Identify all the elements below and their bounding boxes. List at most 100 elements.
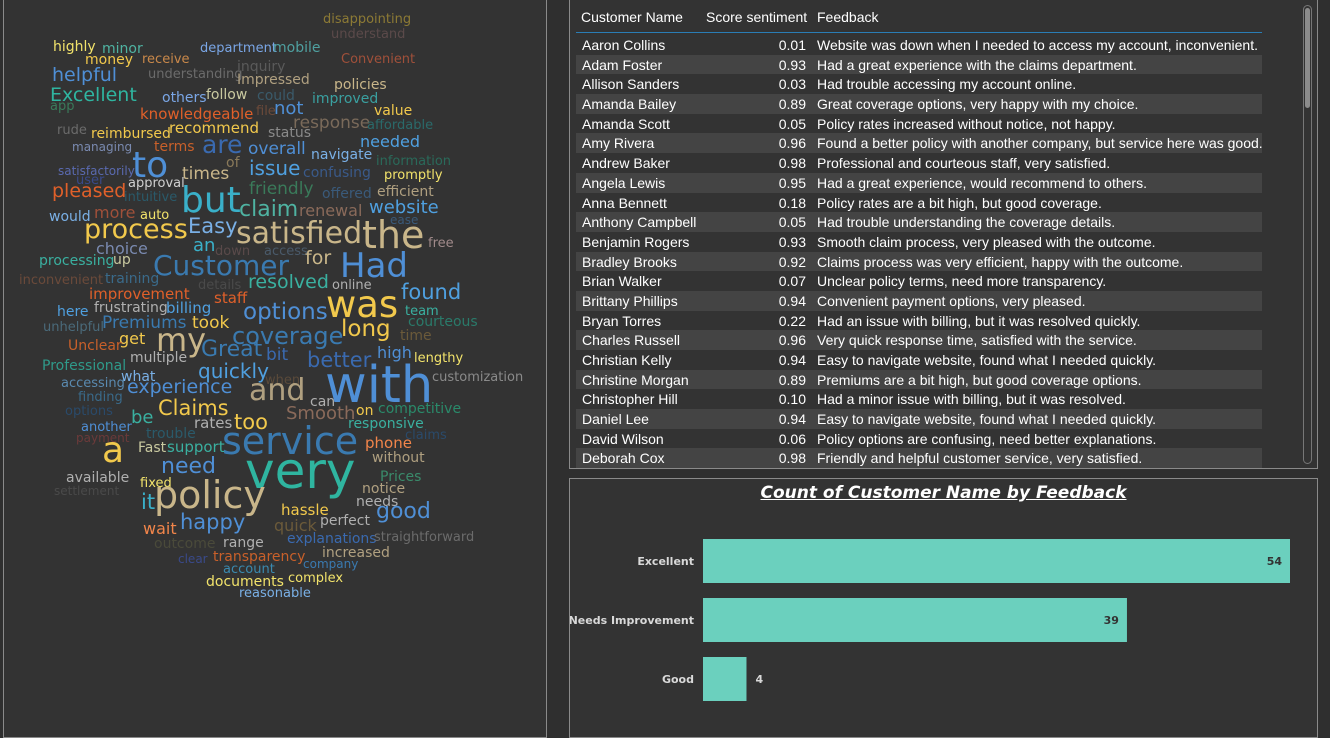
customer-name-cell: Bryan Torres	[582, 312, 662, 329]
word-cloud-word: with	[325, 356, 434, 415]
word-cloud-word: up	[113, 252, 131, 268]
word-cloud-word: not	[274, 98, 304, 119]
bar-needs-improvement[interactable]	[703, 598, 1127, 642]
table-row[interactable]: Adam Foster 0.93 Had a great experience wi…	[576, 54, 1262, 75]
word-cloud-word: on	[356, 403, 374, 419]
word-cloud-word: Great	[201, 337, 263, 362]
score-sentiment-cell: 0.10	[778, 391, 806, 408]
word-cloud-word: resolved	[248, 271, 329, 293]
customer-name-cell: Daniel Lee	[582, 411, 649, 428]
table-row[interactable]: Amanda Scott 0.05 Policy rates increased w…	[576, 114, 1262, 134]
word-cloud-word: without	[372, 450, 425, 466]
feedback-cell: Had trouble accessing my account online.	[817, 76, 1077, 93]
word-cloud-word: auto	[140, 208, 170, 223]
score-sentiment-cell: 0.89	[778, 371, 806, 388]
feedback-cell: Very quick response time, satisfied with…	[817, 332, 1137, 349]
word-cloud-word: ease	[390, 213, 419, 227]
word-cloud-word: Had	[340, 246, 408, 286]
score-sentiment-cell: 0.96	[778, 135, 806, 152]
word-cloud-word: Impressed	[237, 72, 310, 88]
word-cloud-word: claims	[405, 428, 447, 443]
word-cloud-word: available	[66, 470, 130, 486]
word-cloud-word: Easy	[188, 214, 238, 238]
table-row[interactable]: Amanda Bailey 0.89 Great coverage options,…	[576, 94, 1262, 114]
table-row[interactable]: Andrew Baker 0.98 Professional and courteo…	[576, 153, 1262, 173]
feedback-cell: Premiums are a bit high, but good covera…	[817, 371, 1142, 388]
table-row[interactable]: Brian Walker 0.07 Unclear policy terms, ne…	[576, 271, 1262, 291]
word-cloud-word: here	[57, 304, 89, 320]
column-header-feedback[interactable]: Feedback	[817, 9, 879, 25]
customer-feedback-table[interactable]: Customer Name Score sentiment Feedback A…	[569, 0, 1318, 469]
word-cloud-word: details	[198, 278, 242, 293]
bar-excellent[interactable]	[703, 539, 1290, 583]
header-divider	[576, 32, 1262, 33]
feedback-cell: Had trouble understanding the coverage d…	[817, 214, 1116, 231]
table-scrollbar[interactable]	[1303, 5, 1312, 464]
word-cloud-word: phone	[365, 434, 412, 452]
feedback-cell: Claims process was very efficient, happy…	[817, 253, 1184, 270]
word-cloud-word: too	[234, 410, 268, 434]
customer-name-cell: Charles Russell	[582, 332, 681, 349]
word-cloud-word: options	[243, 299, 328, 325]
word-cloud-word: rude	[57, 123, 87, 138]
customer-name-cell: Deborah Cox	[582, 450, 665, 467]
word-cloud-word: payment	[76, 431, 130, 445]
table-row[interactable]: Christine Morgan 0.89 Premiums are a bit h…	[576, 369, 1262, 390]
feedback-cell: Smooth claim process, very pleased with …	[817, 233, 1156, 250]
word-cloud-word: minor	[102, 41, 143, 57]
column-header-customer-name[interactable]: Customer Name	[581, 9, 683, 25]
feedback-cell: Convenient payment options, very pleased…	[817, 292, 1086, 309]
word-cloud-word: Premiums	[102, 313, 187, 333]
word-cloud-word: more	[94, 203, 136, 222]
word-cloud-word: follow	[206, 87, 248, 103]
word-cloud-word: policy	[154, 473, 266, 517]
table-row[interactable]: Christian Kelly 0.94 Easy to navigate webs…	[576, 350, 1262, 370]
bar-good[interactable]	[703, 657, 747, 701]
word-cloud-word: perfect	[320, 513, 370, 529]
word-cloud-word: documents	[206, 574, 284, 590]
word-cloud-word: frustrating	[94, 300, 168, 316]
word-cloud-word: helpful	[52, 64, 118, 86]
table-row[interactable]: Brittany Phillips 0.94 Convenient payment …	[576, 290, 1262, 311]
feedback-cell: Professional and courteous staff, very s…	[817, 155, 1111, 172]
table-row[interactable]: Allison Sanders 0.03 Had trouble accessing…	[576, 74, 1262, 94]
table-row[interactable]: Anna Bennett 0.18 Policy rates are a bit h…	[576, 193, 1262, 213]
word-cloud-word: offered	[322, 186, 372, 202]
word-cloud-word: high	[377, 343, 412, 362]
word-cloud-word: would	[49, 209, 91, 225]
word-cloud-word: increased	[322, 545, 390, 561]
scrollbar-thumb[interactable]	[1305, 8, 1310, 108]
word-cloud-word: can	[310, 394, 336, 410]
table-row[interactable]: Angela Lewis 0.95 Had a great experience, …	[576, 172, 1262, 193]
customer-name-cell: Christine Morgan	[582, 371, 689, 388]
word-cloud-word: choice	[96, 239, 148, 258]
word-cloud-word: finding	[78, 390, 123, 405]
word-cloud-word: support	[167, 438, 225, 456]
word-cloud-word: courteous	[408, 314, 478, 330]
table-row[interactable]: Bradley Brooks 0.92 Claims process was ver…	[576, 251, 1262, 272]
table-row[interactable]: David Wilson 0.06 Policy options are confu…	[576, 429, 1262, 449]
word-cloud-word: responsive	[348, 416, 424, 432]
table-row[interactable]: Deborah Cox 0.98 Friendly and helpful cust…	[576, 448, 1262, 469]
word-cloud-word: but	[181, 180, 241, 221]
table-row[interactable]: Bryan Torres 0.22 Had an issue with billin…	[576, 311, 1262, 331]
feedback-cell: Had a great experience, would recommend …	[817, 174, 1147, 191]
feedback-cell: Had a minor issue with billing, but it w…	[817, 391, 1126, 408]
table-row[interactable]: Amy Rivera 0.96 Found a better policy with…	[576, 133, 1263, 154]
column-header-score-sentiment[interactable]: Score sentiment	[706, 9, 808, 25]
word-cloud-word: department	[200, 41, 277, 56]
word-cloud-word: transparency	[213, 549, 306, 565]
word-cloud-word: wait	[143, 519, 177, 538]
word-cloud-word: Unclear	[68, 338, 122, 354]
customer-name-cell: David Wilson	[582, 430, 664, 447]
table-row[interactable]: Christopher Hill 0.10 Had a minor issue wi…	[576, 389, 1262, 409]
word-cloud-word: information	[376, 154, 452, 169]
word-cloud-word: claim	[239, 197, 299, 222]
table-row[interactable]: Anthony Campbell 0.05 Had trouble understa…	[576, 212, 1262, 232]
table-row[interactable]: Daniel Lee 0.94 Easy to navigate website, …	[576, 409, 1262, 429]
table-row[interactable]: Charles Russell 0.96 Very quick response t…	[576, 330, 1262, 350]
word-cloud-word: a	[102, 430, 125, 471]
table-row[interactable]: Benjamin Rogers 0.93 Smooth claim process,…	[576, 232, 1262, 252]
table-row[interactable]: Aaron Collins 0.01 Website was down when I…	[576, 35, 1262, 55]
word-cloud-word: outcome	[154, 536, 216, 552]
